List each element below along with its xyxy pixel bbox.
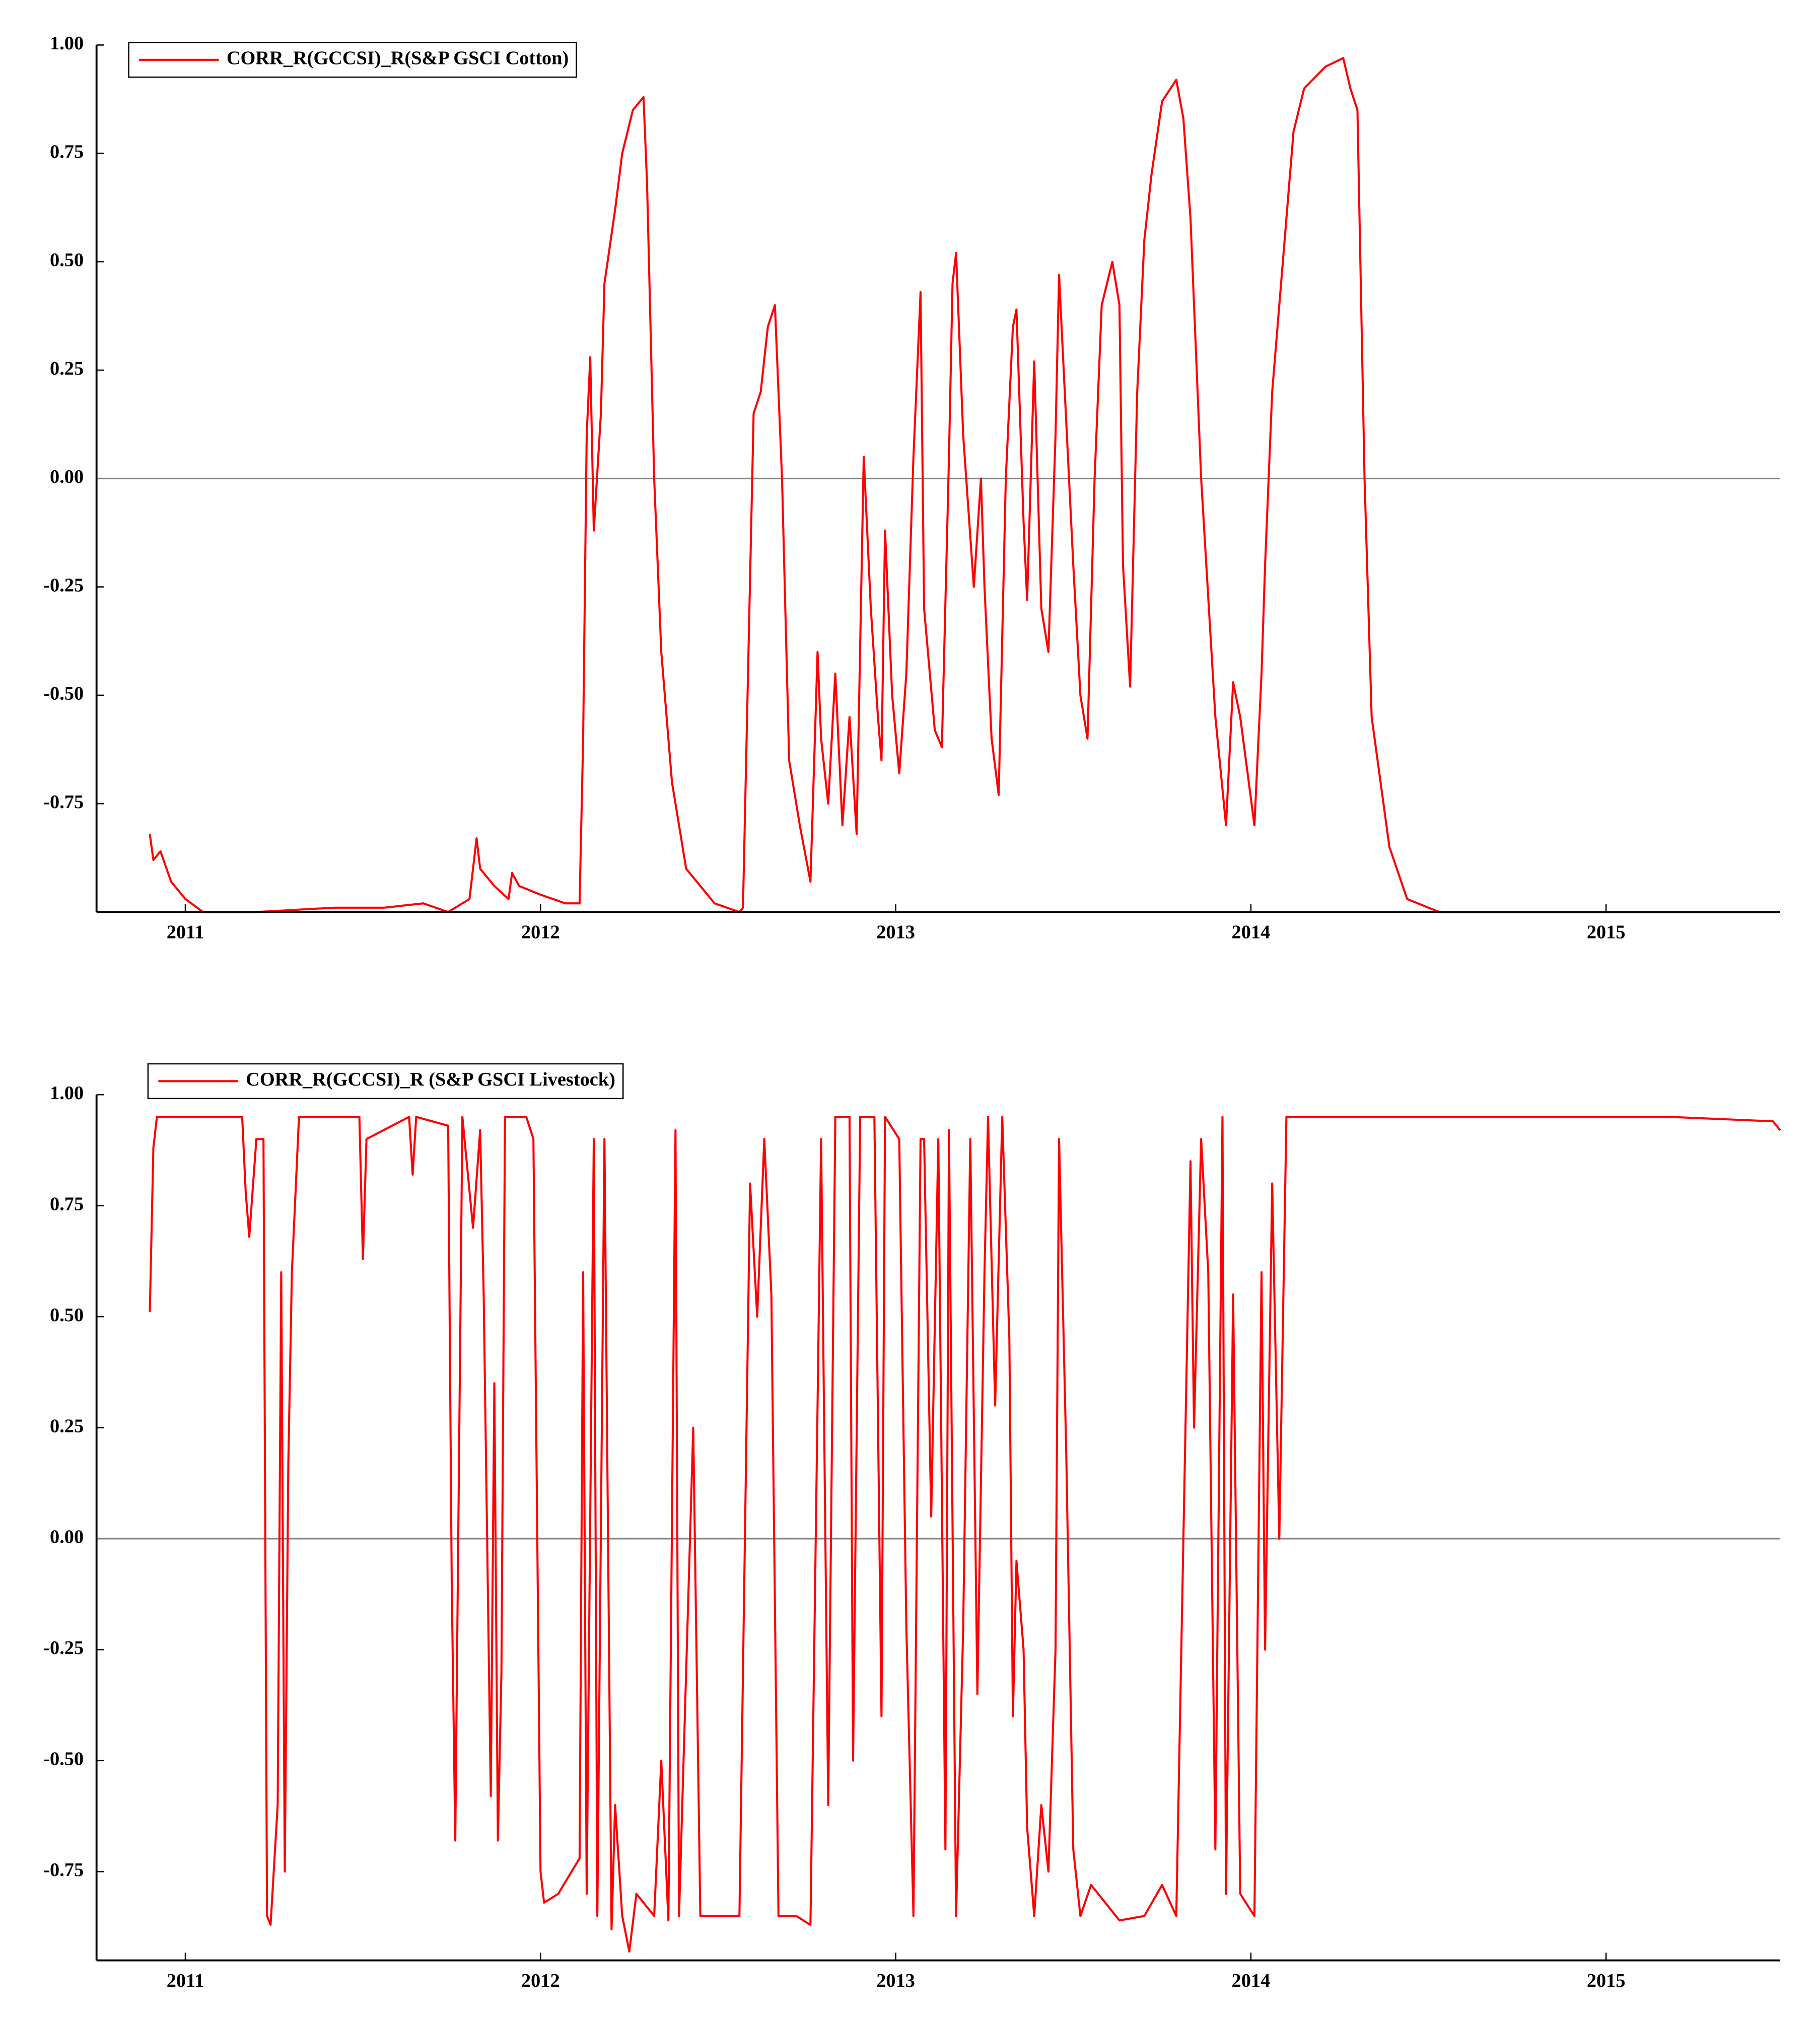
y-tick-label: 1.00: [50, 1083, 84, 1104]
y-tick-label: -0.25: [43, 574, 84, 596]
y-tick-label: -0.75: [43, 1859, 84, 1881]
x-tick-label: 2013: [876, 1970, 915, 1991]
x-tick-label: 2014: [1232, 922, 1271, 943]
x-tick-label: 2014: [1232, 1970, 1271, 1991]
y-tick-label: -0.50: [43, 683, 84, 704]
y-tick-label: -0.50: [43, 1749, 84, 1770]
chart-panel: -0.75 -0.50 -0.25 0.00 0.25 0.50 0.75 1.00 2011 2…: [43, 1063, 1781, 1991]
chart-panel: -0.75 -0.50 -0.25 0.00 0.25 0.50 0.75 1.00 2011 2…: [43, 33, 1780, 943]
y-tick-label: 0.00: [50, 466, 84, 487]
x-tick-label: 2011: [167, 922, 204, 943]
y-tick-label: -0.25: [43, 1637, 84, 1659]
data-line: [149, 57, 1780, 913]
y-tick-label: 0.50: [50, 1305, 84, 1326]
y-tick-label: 0.75: [50, 1193, 84, 1214]
y-tick-label: 0.50: [50, 250, 84, 271]
y-tick-label: 1.00: [50, 33, 84, 54]
x-tick-label: 2012: [521, 922, 560, 943]
y-tick-label: 0.00: [50, 1527, 84, 1548]
x-tick-label: 2013: [876, 922, 915, 943]
x-tick-label: 2015: [1587, 922, 1626, 943]
x-tick-label: 2015: [1587, 1970, 1626, 1991]
y-tick-label: 0.25: [50, 1415, 84, 1436]
x-tick-label: 2011: [167, 1970, 204, 1991]
x-tick-label: 2012: [521, 1970, 560, 1991]
y-tick-label: 0.75: [50, 141, 84, 162]
y-tick-label: 0.25: [50, 358, 84, 379]
legend: CORR_R(GCCSI)_R (S&P GSCI Livestock): [147, 1063, 624, 1100]
legend: CORR_R(GCCSI)_R(S&P GSCI Cotton): [128, 42, 577, 78]
data-line: [149, 1116, 1781, 1953]
legend-label: CORR_R(GCCSI)_R (S&P GSCI Livestock): [246, 1069, 615, 1090]
y-tick-label: -0.75: [43, 791, 84, 813]
legend-label: CORR_R(GCCSI)_R(S&P GSCI Cotton): [227, 48, 569, 69]
